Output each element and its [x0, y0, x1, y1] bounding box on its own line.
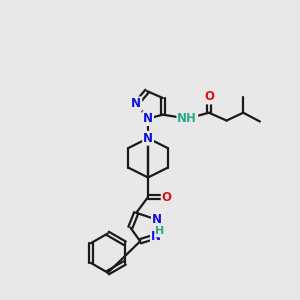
- Text: N: N: [131, 98, 141, 110]
- Text: O: O: [204, 91, 214, 103]
- Text: N: N: [151, 230, 161, 243]
- Text: H: H: [155, 226, 164, 236]
- Text: N: N: [143, 112, 153, 125]
- Text: NH: NH: [177, 112, 197, 125]
- Text: O: O: [162, 190, 172, 204]
- Text: N: N: [143, 132, 153, 145]
- Text: N: N: [152, 213, 162, 226]
